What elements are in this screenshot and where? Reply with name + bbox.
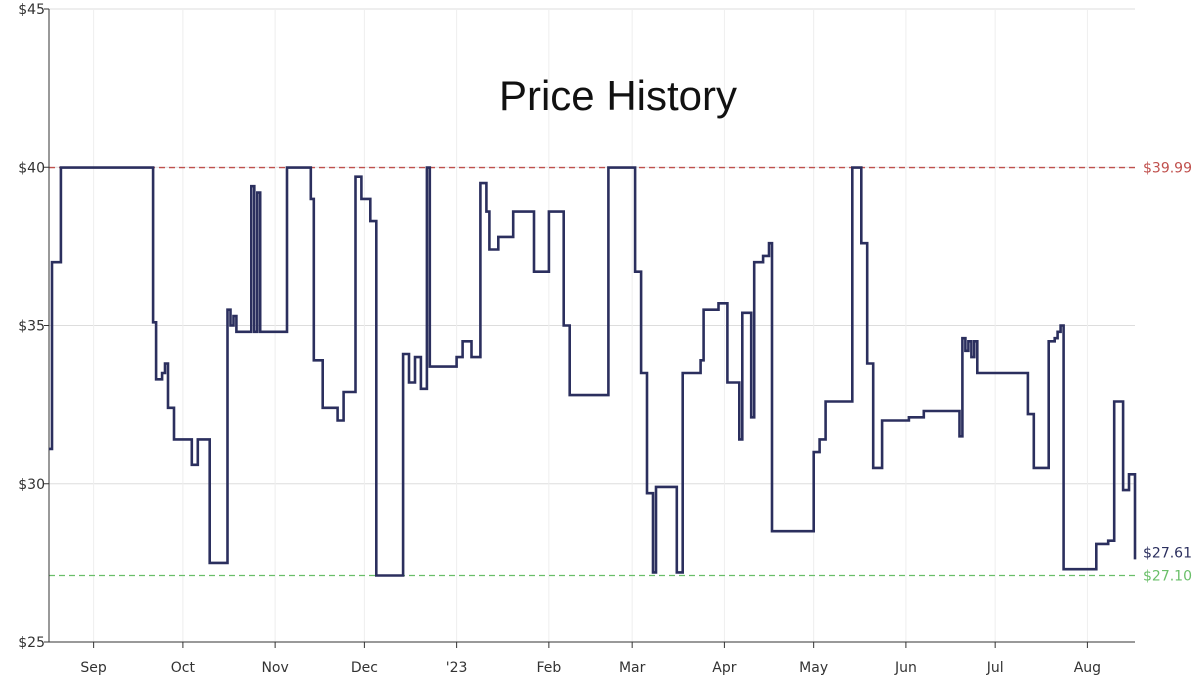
x-tick-label: Sep bbox=[80, 660, 107, 676]
x-tick-label: Jul bbox=[986, 660, 1004, 676]
x-tick-label: Jun bbox=[894, 660, 917, 676]
x-tick-label: Feb bbox=[536, 660, 561, 676]
x-tick-label: Apr bbox=[712, 660, 736, 676]
x-tick-label: May bbox=[799, 660, 828, 676]
current-price-label: $27.61 bbox=[1143, 545, 1192, 561]
y-tick-label: $35 bbox=[18, 319, 45, 335]
x-tick-label: Nov bbox=[261, 660, 288, 676]
price-line bbox=[49, 166, 1137, 577]
min-price-label: $27.10 bbox=[1143, 569, 1192, 585]
y-tick-label: $40 bbox=[18, 160, 45, 176]
max-price-label: $39.99 bbox=[1143, 161, 1192, 177]
x-tick-label: Mar bbox=[619, 660, 646, 676]
x-tick-label: '23 bbox=[446, 660, 468, 676]
end-labels: $39.99 $27.10 $27.61 bbox=[1143, 161, 1192, 585]
x-tick-label: Oct bbox=[171, 660, 196, 676]
y-tick-label: $45 bbox=[18, 2, 45, 18]
axes: $25 $30 $35 $40 $45 Sep Oct Nov Dec '23 Feb Mar Apr M… bbox=[18, 2, 1135, 676]
y-tick-label: $25 bbox=[18, 635, 45, 651]
x-tick-label: Aug bbox=[1074, 660, 1101, 676]
price-series bbox=[49, 166, 1137, 577]
reference-lines bbox=[49, 166, 1135, 577]
x-tick-label: Dec bbox=[351, 660, 378, 676]
chart-title: Price History bbox=[499, 72, 737, 119]
y-tick-label: $30 bbox=[18, 477, 45, 493]
grid-lines bbox=[49, 8, 1135, 643]
